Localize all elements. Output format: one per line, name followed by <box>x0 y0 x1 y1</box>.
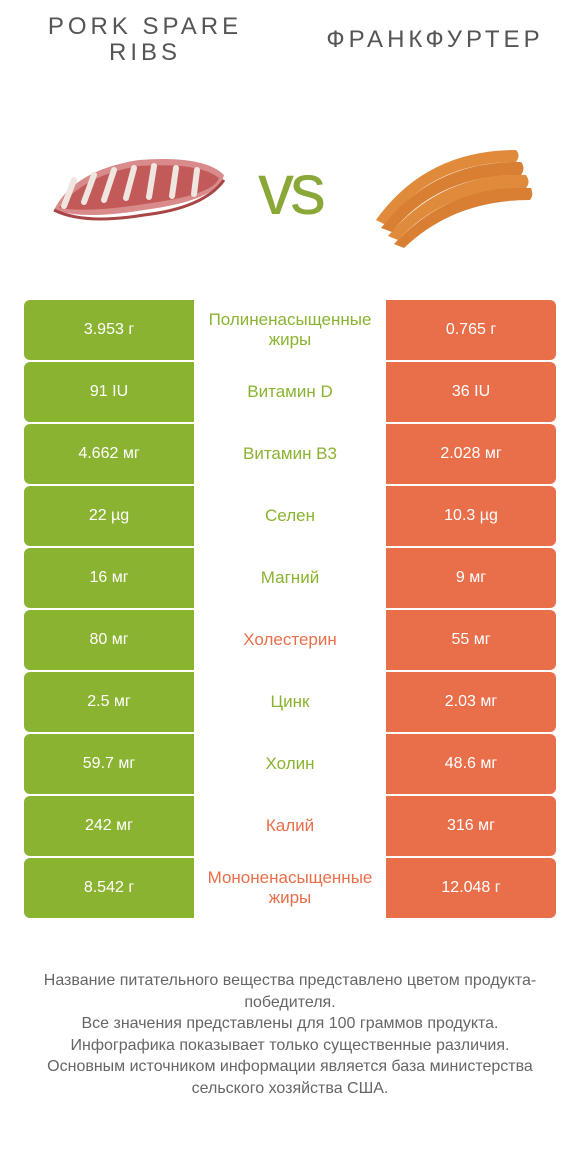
footer-line2: Все значения представлены для 100 граммо… <box>28 1013 552 1035</box>
nutrient-label: Витамин B3 <box>194 424 386 484</box>
table-row: 16 мгМагний9 мг <box>24 548 556 608</box>
left-product-image <box>20 120 258 260</box>
left-value-cell: 80 мг <box>24 610 194 670</box>
vs-label: vs <box>258 149 322 231</box>
nutrient-label: Витамин D <box>194 362 386 422</box>
table-row: 80 мгХолестерин55 мг <box>24 610 556 670</box>
footer-notes: Название питательного вещества представл… <box>0 920 580 1100</box>
comparison-table: 3.953 гПолиненасыщенные жиры0.765 г91 IU… <box>0 300 580 918</box>
footer-line3: Инфографика показывает только существенн… <box>28 1035 552 1057</box>
right-value-cell: 0.765 г <box>386 300 556 360</box>
footer-line4: Основным источником информации является … <box>28 1056 552 1099</box>
table-row: 22 µgСелен10.3 µg <box>24 486 556 546</box>
nutrient-label: Холестерин <box>194 610 386 670</box>
left-value-cell: 2.5 мг <box>24 672 194 732</box>
table-row: 2.5 мгЦинк2.03 мг <box>24 672 556 732</box>
right-value-cell: 55 мг <box>386 610 556 670</box>
nutrient-label: Цинк <box>194 672 386 732</box>
nutrient-label: Магний <box>194 548 386 608</box>
left-value-cell: 22 µg <box>24 486 194 546</box>
table-row: 3.953 гПолиненасыщенные жиры0.765 г <box>24 300 556 360</box>
hero-section: vs <box>0 80 580 300</box>
table-row: 59.7 мгХолин48.6 мг <box>24 734 556 794</box>
left-value-cell: 59.7 мг <box>24 734 194 794</box>
left-value-cell: 242 мг <box>24 796 194 856</box>
table-row: 8.542 гМононенасыщенные жиры12.048 г <box>24 858 556 918</box>
nutrient-label: Селен <box>194 486 386 546</box>
nutrient-label: Полиненасыщенные жиры <box>194 300 386 360</box>
pork-ribs-icon <box>44 120 234 260</box>
header: PORK SPARE RIBS ФРАНКФУРТЕР <box>0 0 580 80</box>
right-value-cell: 48.6 мг <box>386 734 556 794</box>
right-value-cell: 10.3 µg <box>386 486 556 546</box>
nutrient-label: Калий <box>194 796 386 856</box>
right-product-image <box>322 120 560 260</box>
right-value-cell: 36 IU <box>386 362 556 422</box>
right-value-cell: 2.03 мг <box>386 672 556 732</box>
right-product-title: ФРАНКФУРТЕР <box>290 27 580 53</box>
footer-line1: Название питательного вещества представл… <box>28 970 552 1013</box>
left-value-cell: 3.953 г <box>24 300 194 360</box>
left-title-line1: PORK SPARE <box>10 14 280 40</box>
table-row: 91 IUВитамин D36 IU <box>24 362 556 422</box>
left-value-cell: 91 IU <box>24 362 194 422</box>
left-title-line2: RIBS <box>10 40 280 66</box>
right-value-cell: 316 мг <box>386 796 556 856</box>
left-value-cell: 8.542 г <box>24 858 194 918</box>
left-product-title: PORK SPARE RIBS <box>0 14 290 67</box>
nutrient-label: Мононенасыщенные жиры <box>194 858 386 918</box>
nutrient-label: Холин <box>194 734 386 794</box>
table-row: 4.662 мгВитамин B32.028 мг <box>24 424 556 484</box>
frankfurter-icon <box>346 120 536 260</box>
right-value-cell: 2.028 мг <box>386 424 556 484</box>
table-row: 242 мгКалий316 мг <box>24 796 556 856</box>
right-value-cell: 12.048 г <box>386 858 556 918</box>
left-value-cell: 16 мг <box>24 548 194 608</box>
right-value-cell: 9 мг <box>386 548 556 608</box>
left-value-cell: 4.662 мг <box>24 424 194 484</box>
